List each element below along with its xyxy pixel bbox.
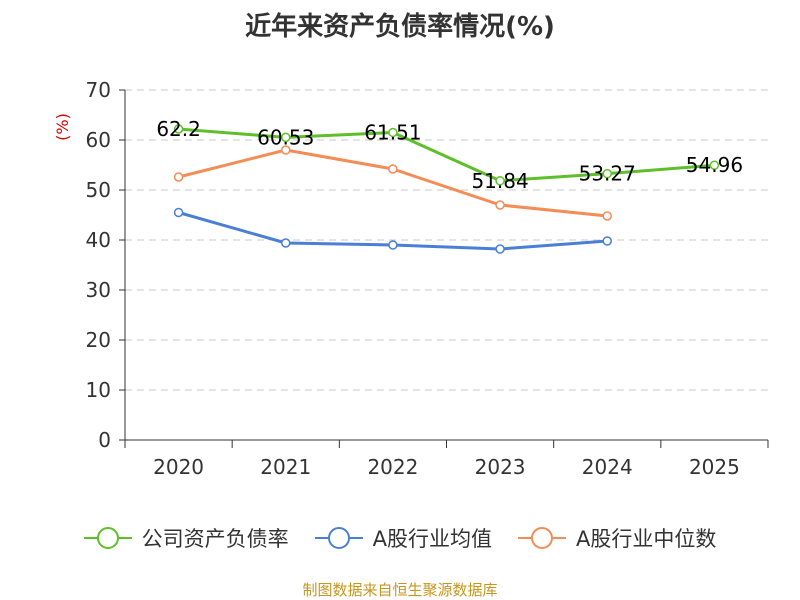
data-point — [495, 200, 505, 210]
data-point — [709, 160, 720, 170]
label-layer: 62.2 60.53 61.51 51.84 53.27 54.96 — [156, 117, 743, 193]
y-tick-label: 40 — [86, 228, 111, 252]
axis-layer: 0 10 20 30 40 50 60 70 2020 2021 2022 2023 2024 2025 — [86, 78, 769, 479]
series-layer — [173, 124, 720, 254]
data-point — [173, 124, 184, 134]
series-3 — [173, 145, 612, 221]
x-tick-label: 2021 — [260, 455, 311, 479]
data-point — [281, 238, 291, 248]
series-1 — [173, 124, 720, 186]
x-tick-label: 2023 — [475, 455, 526, 479]
y-tick-label: 20 — [86, 328, 111, 352]
series-line — [178, 127, 715, 183]
legend-item[interactable]: 公司资产负债率 — [83, 523, 289, 553]
source-note: 制图数据来自恒生聚源数据库 — [302, 581, 498, 599]
data-label: 60.53 — [257, 125, 314, 149]
data-label: 61.51 — [364, 120, 421, 144]
legend-marker-icon — [518, 527, 566, 549]
legend-item[interactable]: A股行业中位数 — [518, 523, 716, 553]
x-tick-label: 2024 — [582, 455, 633, 479]
data-point — [602, 168, 612, 179]
data-point — [281, 145, 291, 155]
data-point — [388, 127, 398, 138]
data-point — [388, 240, 398, 250]
data-point — [602, 211, 612, 221]
legend-label: A股行业均值 — [372, 527, 492, 551]
y-tick-label: 10 — [86, 378, 111, 402]
y-tick-label: 0 — [98, 428, 111, 452]
y-tick-label: 30 — [86, 278, 111, 302]
series-2 — [173, 207, 612, 254]
legend-item[interactable]: A股行业均值 — [314, 523, 492, 553]
data-point — [281, 132, 291, 143]
data-point — [495, 176, 505, 186]
data-point — [173, 207, 184, 218]
data-label: 54.96 — [686, 153, 743, 177]
y-tick-label: 70 — [86, 78, 111, 102]
data-label: 62.2 — [156, 117, 201, 141]
y-axis-unit: (%) — [53, 113, 72, 141]
x-tick-label: 2020 — [153, 455, 204, 479]
legend-marker-icon — [314, 527, 363, 549]
data-point — [173, 172, 184, 182]
y-tick-label: 60 — [86, 128, 111, 152]
data-point — [388, 164, 398, 174]
y-tick-label: 50 — [86, 178, 111, 202]
series-line — [178, 148, 608, 218]
legend: 公司资产负债率 A股行业均值 A股行业中位数 — [0, 518, 800, 558]
legend-label: A股行业中位数 — [576, 527, 717, 551]
x-tick-label: 2025 — [689, 455, 740, 479]
data-point — [602, 236, 612, 246]
data-label: 53.27 — [579, 162, 636, 186]
chart-title: 近年来资产负债率情况(%) — [245, 12, 555, 42]
data-point — [495, 244, 505, 254]
data-label: 51.84 — [471, 169, 528, 193]
legend-label: 公司资产负债率 — [141, 527, 289, 551]
grid-layer — [125, 89, 768, 391]
x-tick-label: 2022 — [367, 455, 418, 479]
legend-marker-icon — [83, 527, 132, 549]
